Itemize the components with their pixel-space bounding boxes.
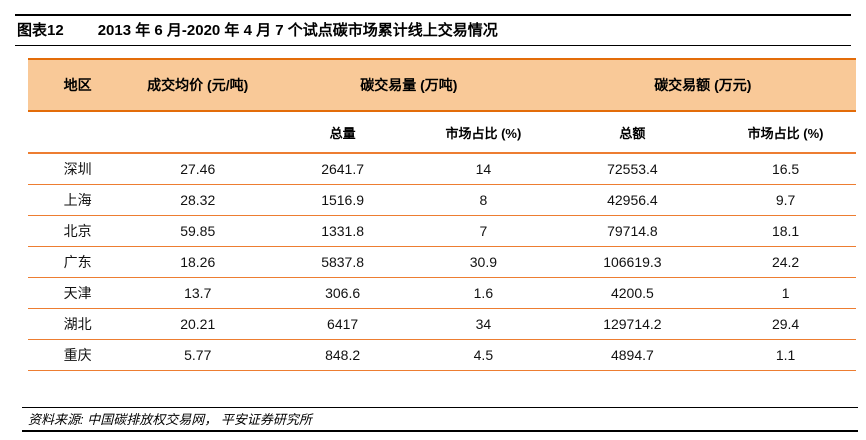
- cell-amount-total: 79714.8: [549, 215, 716, 247]
- cell-amount-total: 4200.5: [549, 277, 716, 309]
- cell-amount-share: 16.5: [715, 153, 856, 185]
- col-header-volume-group: 碳交易量 (万吨): [268, 58, 550, 112]
- table-row: 上海 28.32 1516.9 8 42956.4 9.7: [28, 184, 856, 216]
- cell-amount-total: 72553.4: [549, 153, 716, 185]
- table-header-row: 地区 成交均价 (元/吨) 碳交易量 (万吨) 碳交易额 (万元): [28, 58, 856, 112]
- cell-avg-price: 20.21: [127, 308, 269, 340]
- cell-region: 天津: [28, 277, 128, 309]
- subheader-amount-total: 总额: [549, 111, 716, 154]
- cell-avg-price: 18.26: [127, 246, 269, 278]
- subheader-empty: [28, 111, 128, 154]
- col-header-amount-group: 碳交易额 (万元): [549, 58, 856, 112]
- cell-region: 上海: [28, 184, 128, 216]
- cell-amount-total: 129714.2: [549, 308, 716, 340]
- table-row: 深圳 27.46 2641.7 14 72553.4 16.5: [28, 153, 856, 185]
- cell-amount-share: 1.1: [715, 339, 856, 371]
- table-row: 北京 59.85 1331.8 7 79714.8 18.1: [28, 215, 856, 247]
- source-top-rule: [22, 407, 858, 408]
- cell-amount-total: 4894.7: [549, 339, 716, 371]
- source-note: 资料来源: 中国碳排放权交易网， 平安证券研究所: [28, 412, 312, 427]
- cell-avg-price: 13.7: [127, 277, 269, 309]
- table-row: 湖北 20.21 6417 34 129714.2 29.4: [28, 308, 856, 340]
- table-subheader-row: 总量 市场占比 (%) 总额 市场占比 (%): [28, 111, 856, 154]
- cell-volume-total: 1516.9: [268, 184, 418, 216]
- cell-volume-total: 1331.8: [268, 215, 418, 247]
- cell-avg-price: 27.46: [127, 153, 269, 185]
- cell-region: 深圳: [28, 153, 128, 185]
- cell-avg-price: 59.85: [127, 215, 269, 247]
- cell-region: 北京: [28, 215, 128, 247]
- cell-amount-share: 24.2: [715, 246, 856, 278]
- table-row: 广东 18.26 5837.8 30.9 106619.3 24.2: [28, 246, 856, 278]
- cell-volume-total: 6417: [268, 308, 418, 340]
- cell-volume-share: 14: [417, 153, 550, 185]
- carbon-market-table: 地区 成交均价 (元/吨) 碳交易量 (万吨) 碳交易额 (万元) 总量 市场占…: [28, 58, 856, 371]
- title-bottom-rule: [15, 45, 851, 46]
- title-top-rule: [15, 14, 851, 16]
- figure-title-row: 图表12 2013 年 6 月-2020 年 4 月 7 个试点碳市场累计线上交易…: [17, 18, 851, 44]
- cell-amount-share: 18.1: [715, 215, 856, 247]
- cell-avg-price: 28.32: [127, 184, 269, 216]
- cell-volume-total: 848.2: [268, 339, 418, 371]
- cell-region: 重庆: [28, 339, 128, 371]
- subheader-volume-share: 市场占比 (%): [417, 111, 550, 154]
- col-header-region: 地区: [28, 58, 128, 112]
- cell-volume-total: 306.6: [268, 277, 418, 309]
- cell-volume-share: 30.9: [417, 246, 550, 278]
- figure-title: 2013 年 6 月-2020 年 4 月 7 个试点碳市场累计线上交易情况: [97, 22, 498, 39]
- figure-label: 图表12: [17, 22, 64, 39]
- table-row: 天津 13.7 306.6 1.6 4200.5 1: [28, 277, 856, 309]
- cell-avg-price: 5.77: [127, 339, 269, 371]
- cell-volume-total: 2641.7: [268, 153, 418, 185]
- cell-amount-share: 1: [715, 277, 856, 309]
- subheader-amount-share: 市场占比 (%): [715, 111, 856, 154]
- cell-amount-share: 9.7: [715, 184, 856, 216]
- col-header-avg-price: 成交均价 (元/吨): [127, 58, 269, 112]
- cell-volume-total: 5837.8: [268, 246, 418, 278]
- cell-volume-share: 7: [417, 215, 550, 247]
- cell-volume-share: 8: [417, 184, 550, 216]
- cell-volume-share: 4.5: [417, 339, 550, 371]
- cell-region: 广东: [28, 246, 128, 278]
- table-row: 重庆 5.77 848.2 4.5 4894.7 1.1: [28, 339, 856, 371]
- cell-amount-total: 106619.3: [549, 246, 716, 278]
- cell-amount-total: 42956.4: [549, 184, 716, 216]
- cell-volume-share: 1.6: [417, 277, 550, 309]
- source-bottom-rule: [22, 430, 858, 432]
- cell-amount-share: 29.4: [715, 308, 856, 340]
- cell-region: 湖北: [28, 308, 128, 340]
- cell-volume-share: 34: [417, 308, 550, 340]
- subheader-empty: [127, 111, 269, 154]
- subheader-volume-total: 总量: [268, 111, 418, 154]
